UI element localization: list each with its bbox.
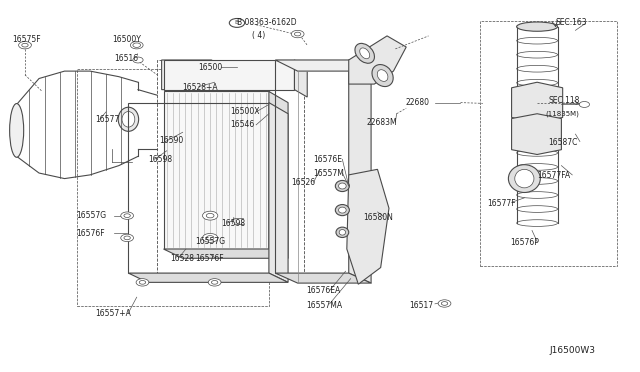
Text: 16526: 16526: [291, 178, 316, 187]
Polygon shape: [511, 82, 563, 123]
Text: 16587C: 16587C: [548, 138, 578, 147]
Text: 16546: 16546: [230, 121, 255, 129]
Polygon shape: [347, 169, 389, 284]
Text: 16557+A: 16557+A: [95, 310, 131, 318]
Ellipse shape: [355, 44, 374, 63]
Ellipse shape: [515, 169, 534, 188]
Circle shape: [140, 280, 146, 284]
Polygon shape: [511, 114, 561, 154]
Text: 16528+A: 16528+A: [182, 83, 218, 92]
Ellipse shape: [339, 207, 346, 213]
Text: 16576F: 16576F: [76, 229, 105, 238]
Text: ( 4): ( 4): [252, 31, 265, 41]
Polygon shape: [269, 103, 288, 282]
Text: (11835M): (11835M): [545, 110, 579, 117]
Text: 16575F: 16575F: [12, 35, 41, 44]
Bar: [77, 69, 269, 307]
Ellipse shape: [335, 180, 349, 192]
Text: 22680: 22680: [406, 98, 429, 107]
Ellipse shape: [508, 165, 540, 192]
Circle shape: [294, 32, 301, 36]
Bar: [479, 21, 617, 266]
Text: 16576F: 16576F: [195, 254, 224, 263]
Text: 16528: 16528: [170, 254, 194, 263]
Text: 16576P: 16576P: [510, 238, 539, 247]
Circle shape: [579, 102, 589, 108]
Circle shape: [202, 211, 218, 220]
Circle shape: [442, 302, 448, 305]
Polygon shape: [269, 92, 288, 258]
Text: 16577FA: 16577FA: [537, 171, 570, 180]
Polygon shape: [162, 60, 224, 90]
Ellipse shape: [360, 48, 370, 59]
Ellipse shape: [339, 183, 346, 189]
Polygon shape: [349, 60, 371, 283]
Circle shape: [136, 279, 149, 286]
Text: 16557G: 16557G: [76, 211, 106, 220]
Text: 16517: 16517: [410, 301, 433, 310]
Polygon shape: [164, 249, 288, 258]
Text: 16577: 16577: [95, 115, 120, 124]
Text: 16576EA: 16576EA: [306, 286, 340, 295]
Text: 16580N: 16580N: [364, 213, 394, 222]
Text: 16516: 16516: [114, 54, 138, 62]
Text: 16500Y: 16500Y: [113, 35, 141, 44]
Polygon shape: [275, 273, 371, 283]
Circle shape: [229, 19, 244, 28]
Circle shape: [206, 235, 214, 240]
Circle shape: [291, 31, 304, 38]
Circle shape: [438, 300, 451, 307]
Text: 16590: 16590: [159, 136, 183, 145]
Text: SEC.118: SEC.118: [548, 96, 580, 105]
Text: 16557G: 16557G: [195, 237, 225, 246]
Text: B: B: [235, 20, 239, 25]
Text: B 08363-6162D: B 08363-6162D: [237, 19, 296, 28]
Circle shape: [124, 214, 131, 218]
Polygon shape: [349, 36, 406, 84]
Circle shape: [206, 214, 214, 218]
Circle shape: [133, 57, 143, 63]
Text: 16576E: 16576E: [314, 155, 342, 164]
Polygon shape: [294, 60, 307, 97]
Circle shape: [19, 41, 31, 49]
Polygon shape: [164, 92, 269, 249]
Ellipse shape: [339, 230, 346, 235]
Circle shape: [202, 234, 218, 242]
Text: SEC.163: SEC.163: [555, 19, 587, 28]
Text: 16557M: 16557M: [314, 169, 344, 177]
Text: 22683M: 22683M: [367, 119, 397, 128]
Text: 16598: 16598: [221, 219, 245, 228]
Text: 16500: 16500: [198, 63, 223, 72]
Circle shape: [121, 212, 134, 219]
Text: 16598: 16598: [148, 155, 172, 164]
Ellipse shape: [335, 205, 349, 216]
Text: 16500X: 16500X: [230, 108, 260, 116]
Polygon shape: [164, 60, 294, 90]
Polygon shape: [275, 60, 371, 71]
Ellipse shape: [516, 22, 557, 31]
Circle shape: [121, 234, 134, 241]
Circle shape: [208, 279, 221, 286]
Text: J16500W3: J16500W3: [550, 346, 596, 355]
Circle shape: [22, 43, 28, 47]
Ellipse shape: [122, 112, 135, 127]
Text: 16557MA: 16557MA: [306, 301, 342, 310]
Circle shape: [211, 280, 218, 284]
Text: 16577F: 16577F: [487, 199, 516, 208]
Ellipse shape: [377, 70, 388, 81]
Ellipse shape: [372, 65, 393, 87]
Polygon shape: [129, 273, 288, 282]
Ellipse shape: [118, 107, 139, 131]
Bar: [157, 60, 304, 279]
Ellipse shape: [10, 103, 24, 157]
Circle shape: [133, 43, 141, 47]
Ellipse shape: [336, 227, 349, 237]
Circle shape: [124, 236, 131, 240]
Circle shape: [131, 41, 143, 49]
